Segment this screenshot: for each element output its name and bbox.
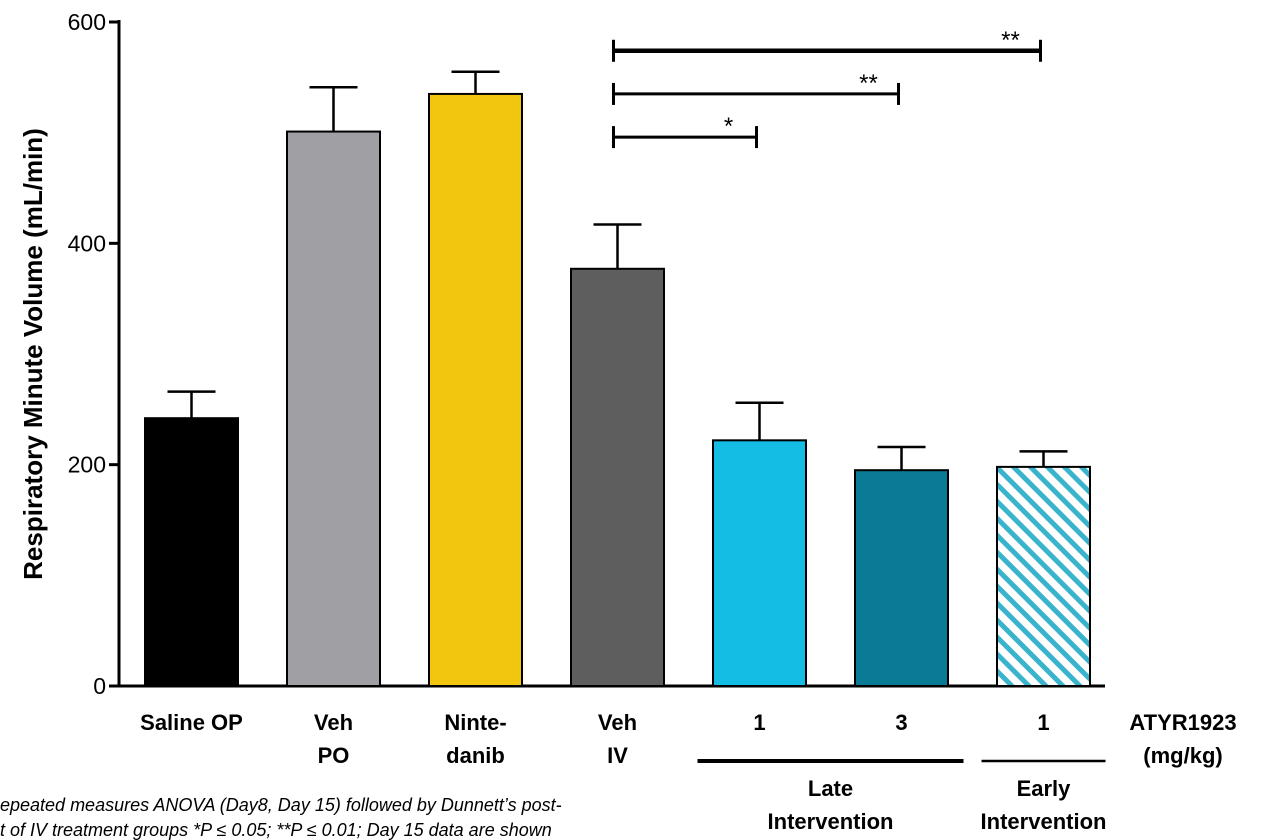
group-label: Intervention: [981, 809, 1107, 834]
x-tick-label: 1: [753, 710, 765, 735]
footnote-line: epeated measures ANOVA (Day8, Day 15) fo…: [0, 795, 562, 815]
group-label: Intervention: [768, 809, 894, 834]
bar: [996, 465, 1091, 687]
group-label: Late: [808, 776, 853, 801]
y-tick-label: 200: [68, 452, 106, 478]
bar: [286, 130, 381, 687]
x-tick-label: danib: [446, 743, 505, 768]
category-labels: Saline OP Veh PO Ninte-danib Veh IV 1 3 1 ATYR192…: [140, 710, 1236, 834]
bar: [854, 469, 949, 688]
bar: [570, 267, 665, 687]
dose-unit-label: ATYR1923: [1129, 710, 1236, 735]
x-tick-label: Veh: [314, 710, 353, 735]
significance-label: **: [1001, 27, 1020, 54]
bar: [144, 417, 239, 687]
x-tick-label: 1: [1037, 710, 1049, 735]
bars: [144, 70, 1091, 688]
y-tick-label: 400: [68, 230, 106, 256]
significance-label: **: [859, 70, 878, 97]
footnote-line: t of IV treatment groups *P ≤ 0.05; **P …: [0, 820, 552, 840]
significance-label: *: [724, 113, 733, 140]
bar: [428, 92, 523, 687]
x-tick-label: IV: [607, 743, 628, 768]
group-label: Early: [1017, 776, 1072, 801]
footnote: epeated measures ANOVA (Day8, Day 15) fo…: [0, 795, 562, 840]
dose-unit-label: (mg/kg): [1143, 743, 1222, 768]
bar: [712, 439, 807, 687]
y-tick-label: 600: [68, 9, 106, 35]
significance-brackets: *****: [612, 27, 1042, 149]
x-tick-label: Veh: [598, 710, 637, 735]
y-axis-label: Respiratory Minute Volume (mL/min): [18, 128, 48, 580]
x-tick-label: Saline OP: [140, 710, 243, 735]
x-tick-label: 3: [895, 710, 907, 735]
y-tick-label: 0: [93, 673, 106, 699]
x-tick-label: PO: [318, 743, 350, 768]
x-tick-label: Ninte-: [444, 710, 506, 735]
